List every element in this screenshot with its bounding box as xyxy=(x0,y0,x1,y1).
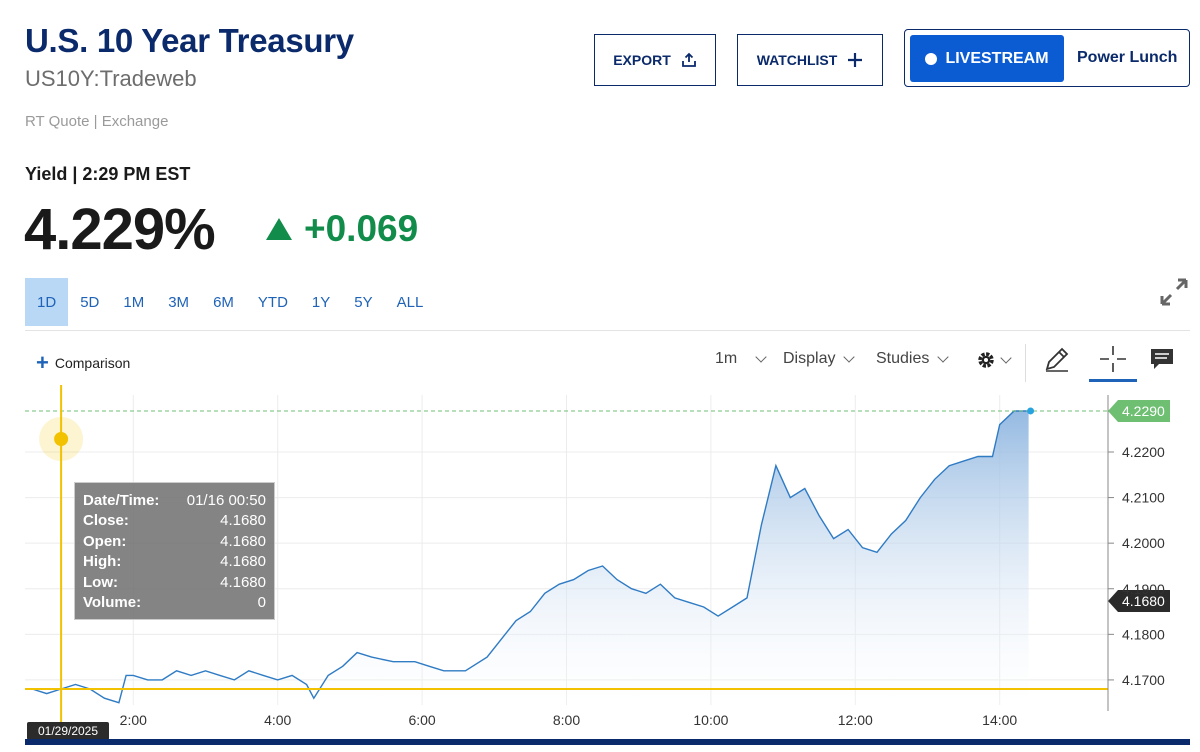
pencil-icon[interactable] xyxy=(1042,344,1072,374)
current-price-label: 4.2290 xyxy=(1122,403,1165,419)
last-point-marker xyxy=(1027,407,1035,415)
chevron-down-icon xyxy=(843,351,856,363)
chevron-down-icon xyxy=(755,351,767,363)
livestream-panel: LIVESTREAM Power Lunch xyxy=(904,29,1190,87)
price-change: +0.069 xyxy=(266,208,418,250)
x-tick-label: 2:00 xyxy=(120,712,147,728)
y-tick-label: 4.2100 xyxy=(1122,490,1165,506)
x-tick-label: 12:00 xyxy=(838,712,873,728)
tooltip-row: Close: 4.1680 xyxy=(83,512,266,530)
settings-dropdown[interactable] xyxy=(976,350,1012,370)
x-tick-label: 14:00 xyxy=(982,712,1017,728)
watchlist-label: WATCHLIST xyxy=(756,52,838,68)
x-tick-label: 8:00 xyxy=(553,712,580,728)
crosshair-price-label: 4.1680 xyxy=(1122,593,1165,609)
interval-label: 1m xyxy=(715,350,738,367)
share-icon xyxy=(681,52,696,67)
time-range-tabs: 1D 5D 1M 3M 6M YTD 1Y 5Y ALL xyxy=(25,278,435,326)
crosshair-icon[interactable] xyxy=(1098,344,1128,374)
chevron-down-icon xyxy=(1000,352,1012,364)
range-tab[interactable]: ALL xyxy=(396,293,424,311)
last-price: 4.229% xyxy=(24,197,216,262)
price-area xyxy=(32,411,1029,705)
tooltip-row: High: 4.1680 xyxy=(83,553,266,571)
crosshair-active-indicator xyxy=(1089,379,1137,382)
x-tick-label: 6:00 xyxy=(408,712,435,728)
y-tick-label: 4.1800 xyxy=(1122,626,1165,642)
page-title: U.S. 10 Year Treasury xyxy=(25,22,354,59)
crosshair-handle xyxy=(54,432,69,446)
export-label: EXPORT xyxy=(613,52,671,68)
tooltip-row: Date/Time: 01/16 00:50 xyxy=(83,491,266,509)
range-tab[interactable]: 1D xyxy=(25,278,69,326)
studies-label: Studies xyxy=(876,350,930,367)
data-tooltip: Date/Time: 01/16 00:50 Close: 4.1680 Open:… xyxy=(74,482,275,620)
section-divider xyxy=(25,330,1190,331)
range-tab[interactable]: 5Y xyxy=(354,293,373,311)
price-line xyxy=(31,410,1029,704)
current-price-tag xyxy=(1108,399,1170,422)
change-value: +0.069 xyxy=(304,208,419,249)
tooltip-row: Volume: 0 xyxy=(83,594,266,612)
range-tab[interactable]: 1Y xyxy=(311,293,331,311)
y-tick-label: 4.2000 xyxy=(1122,535,1165,551)
plus-icon xyxy=(848,53,863,67)
plus-icon: + xyxy=(36,350,49,375)
range-tab[interactable]: 3M xyxy=(168,293,190,311)
comparison-label: Comparison xyxy=(54,355,131,371)
tooltip-row: Low: 4.1680 xyxy=(83,573,266,591)
expand-icon[interactable] xyxy=(1158,276,1190,308)
range-tab[interactable]: 5D xyxy=(80,293,100,311)
up-arrow-icon xyxy=(266,218,292,240)
display-label: Display xyxy=(783,350,836,367)
chart-scrollbar[interactable] xyxy=(25,739,1190,745)
y-tick-label: 4.2200 xyxy=(1122,444,1165,460)
livestream-button[interactable]: LIVESTREAM xyxy=(910,35,1064,82)
x-tick-label: 10:00 xyxy=(693,712,728,728)
crosshair-price-tag xyxy=(1108,590,1170,612)
watchlist-button[interactable]: WATCHLIST xyxy=(737,34,883,86)
show-name-link[interactable]: Power Lunch xyxy=(1077,49,1178,66)
gear-icon xyxy=(978,352,994,368)
range-tab[interactable]: YTD xyxy=(257,293,288,311)
y-tick-label: 4.1700 xyxy=(1122,672,1165,688)
chevron-down-icon xyxy=(937,351,950,363)
studies-dropdown[interactable]: Studies xyxy=(876,350,950,368)
range-tab[interactable]: 1M xyxy=(123,293,145,311)
rt-quote-label: RT Quote | Exchange xyxy=(25,113,169,130)
crosshair-date-tag: 01/29/2025 xyxy=(27,722,109,740)
comparison-button[interactable]: + Comparison xyxy=(36,352,130,374)
toolbar-separator xyxy=(1025,344,1026,382)
live-dot-icon xyxy=(925,52,938,65)
display-dropdown[interactable]: Display xyxy=(783,350,856,368)
comment-icon[interactable] xyxy=(1147,344,1177,374)
livestream-label: LIVESTREAM xyxy=(945,49,1049,67)
ticker-symbol: US10Y:Tradeweb xyxy=(25,66,197,91)
interval-dropdown[interactable]: 1m xyxy=(715,350,767,368)
export-button[interactable]: EXPORT xyxy=(594,34,716,86)
range-tab[interactable]: 6M xyxy=(213,293,234,311)
yield-timestamp: Yield | 2:29 PM EST xyxy=(25,164,191,184)
tooltip-row: Open: 4.1680 xyxy=(83,532,266,550)
x-tick-label: 4:00 xyxy=(264,712,291,728)
y-tick-label: 4.1900 xyxy=(1122,581,1165,597)
